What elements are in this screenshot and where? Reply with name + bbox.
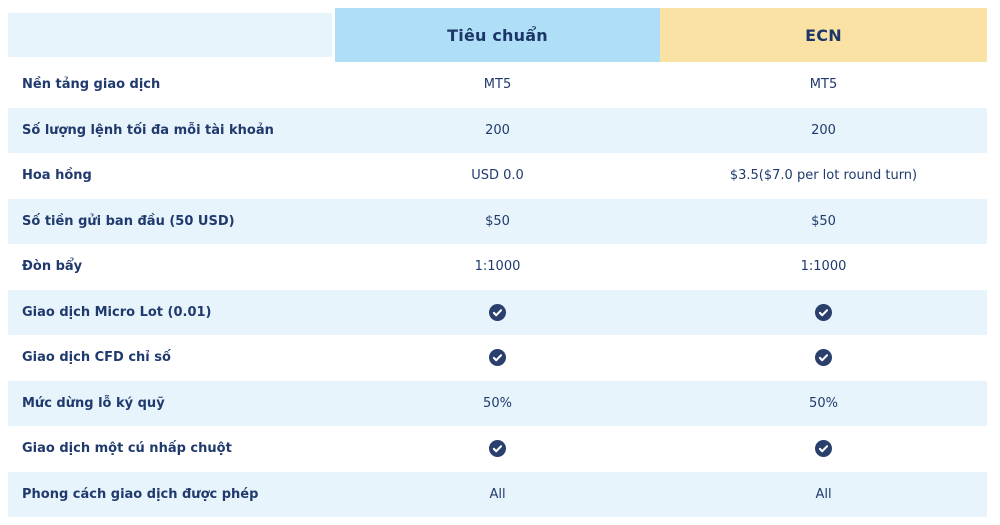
check-circle-icon [815, 440, 832, 458]
row-label: Số lượng lệnh tối đa mỗi tài khoản [22, 122, 274, 138]
ecn-value-cell: 50% [809, 395, 838, 411]
row-label: Đòn bẩy [22, 259, 83, 275]
table-row: Giao dịch một cú nhấp chuột [8, 426, 987, 472]
ecn-value-cell: $50 [811, 213, 836, 229]
table-row: Phong cách giao dịch được phép All All [8, 471, 987, 517]
row-label: Mức dừng lỗ ký quỹ [22, 395, 165, 411]
account-comparison-table: Tiêu chuẩn ECN Nền tảng giao dịch MT5 MT… [8, 8, 987, 517]
standard-value-cell [335, 426, 660, 472]
check-circle-icon [489, 349, 506, 367]
row-label: Hoa hồng [22, 168, 92, 184]
header-spacer-cell [8, 13, 332, 57]
ecn-value-cell: MT5 [809, 77, 838, 93]
column-header-standard: Tiêu chuẩn [335, 8, 660, 62]
row-label: Phong cách giao dịch được phép [22, 486, 259, 502]
row-label: Số tiền gửi ban đầu (50 USD) [22, 213, 235, 229]
standard-value-cell: 50% [483, 395, 512, 411]
check-circle-icon [815, 303, 832, 321]
standard-value-cell: MT5 [483, 77, 512, 93]
check-circle-icon [489, 303, 506, 321]
ecn-value-cell [660, 426, 987, 472]
standard-value-cell: All [489, 486, 506, 502]
standard-value-cell: $50 [485, 213, 510, 229]
check-circle-icon [815, 349, 832, 367]
table-row: Hoa hồng USD 0.0 $3.5($7.0 per lot round… [8, 153, 987, 199]
standard-value-cell: USD 0.0 [471, 168, 524, 184]
ecn-value-cell [660, 335, 987, 381]
table-row: Giao dịch Micro Lot (0.01) [8, 289, 987, 336]
ecn-value-cell: All [815, 486, 832, 502]
standard-value-cell [335, 290, 660, 336]
standard-value-cell: 1:1000 [474, 259, 521, 275]
table-row: Số lượng lệnh tối đa mỗi tài khoản 200 2… [8, 107, 987, 153]
standard-value-cell [335, 335, 660, 381]
table-row: Đòn bẩy 1:1000 1:1000 [8, 244, 987, 290]
ecn-value-cell: $3.5($7.0 per lot round turn) [729, 168, 918, 184]
table-row: Số tiền gửi ban đầu (50 USD) $50 $50 [8, 198, 987, 244]
ecn-value-cell: 1:1000 [800, 259, 847, 275]
column-header-ecn-label: ECN [805, 25, 842, 45]
table-row: Giao dịch CFD chỉ số [8, 335, 987, 381]
check-circle-icon [489, 440, 506, 458]
table-row: Mức dừng lỗ ký quỹ 50% 50% [8, 380, 987, 426]
row-label: Giao dịch CFD chỉ số [22, 350, 171, 366]
row-label: Nền tảng giao dịch [22, 77, 161, 93]
column-header-ecn: ECN [660, 8, 987, 62]
row-label: Giao dịch Micro Lot (0.01) [22, 304, 212, 320]
ecn-value-cell: 200 [811, 122, 836, 138]
row-label: Giao dịch một cú nhấp chuột [22, 441, 232, 457]
standard-value-cell: 200 [485, 122, 510, 138]
table-row: Nền tảng giao dịch MT5 MT5 [8, 62, 987, 108]
ecn-value-cell [660, 290, 987, 336]
column-header-standard-label: Tiêu chuẩn [447, 25, 548, 45]
table-header-row: Tiêu chuẩn ECN [8, 8, 987, 62]
